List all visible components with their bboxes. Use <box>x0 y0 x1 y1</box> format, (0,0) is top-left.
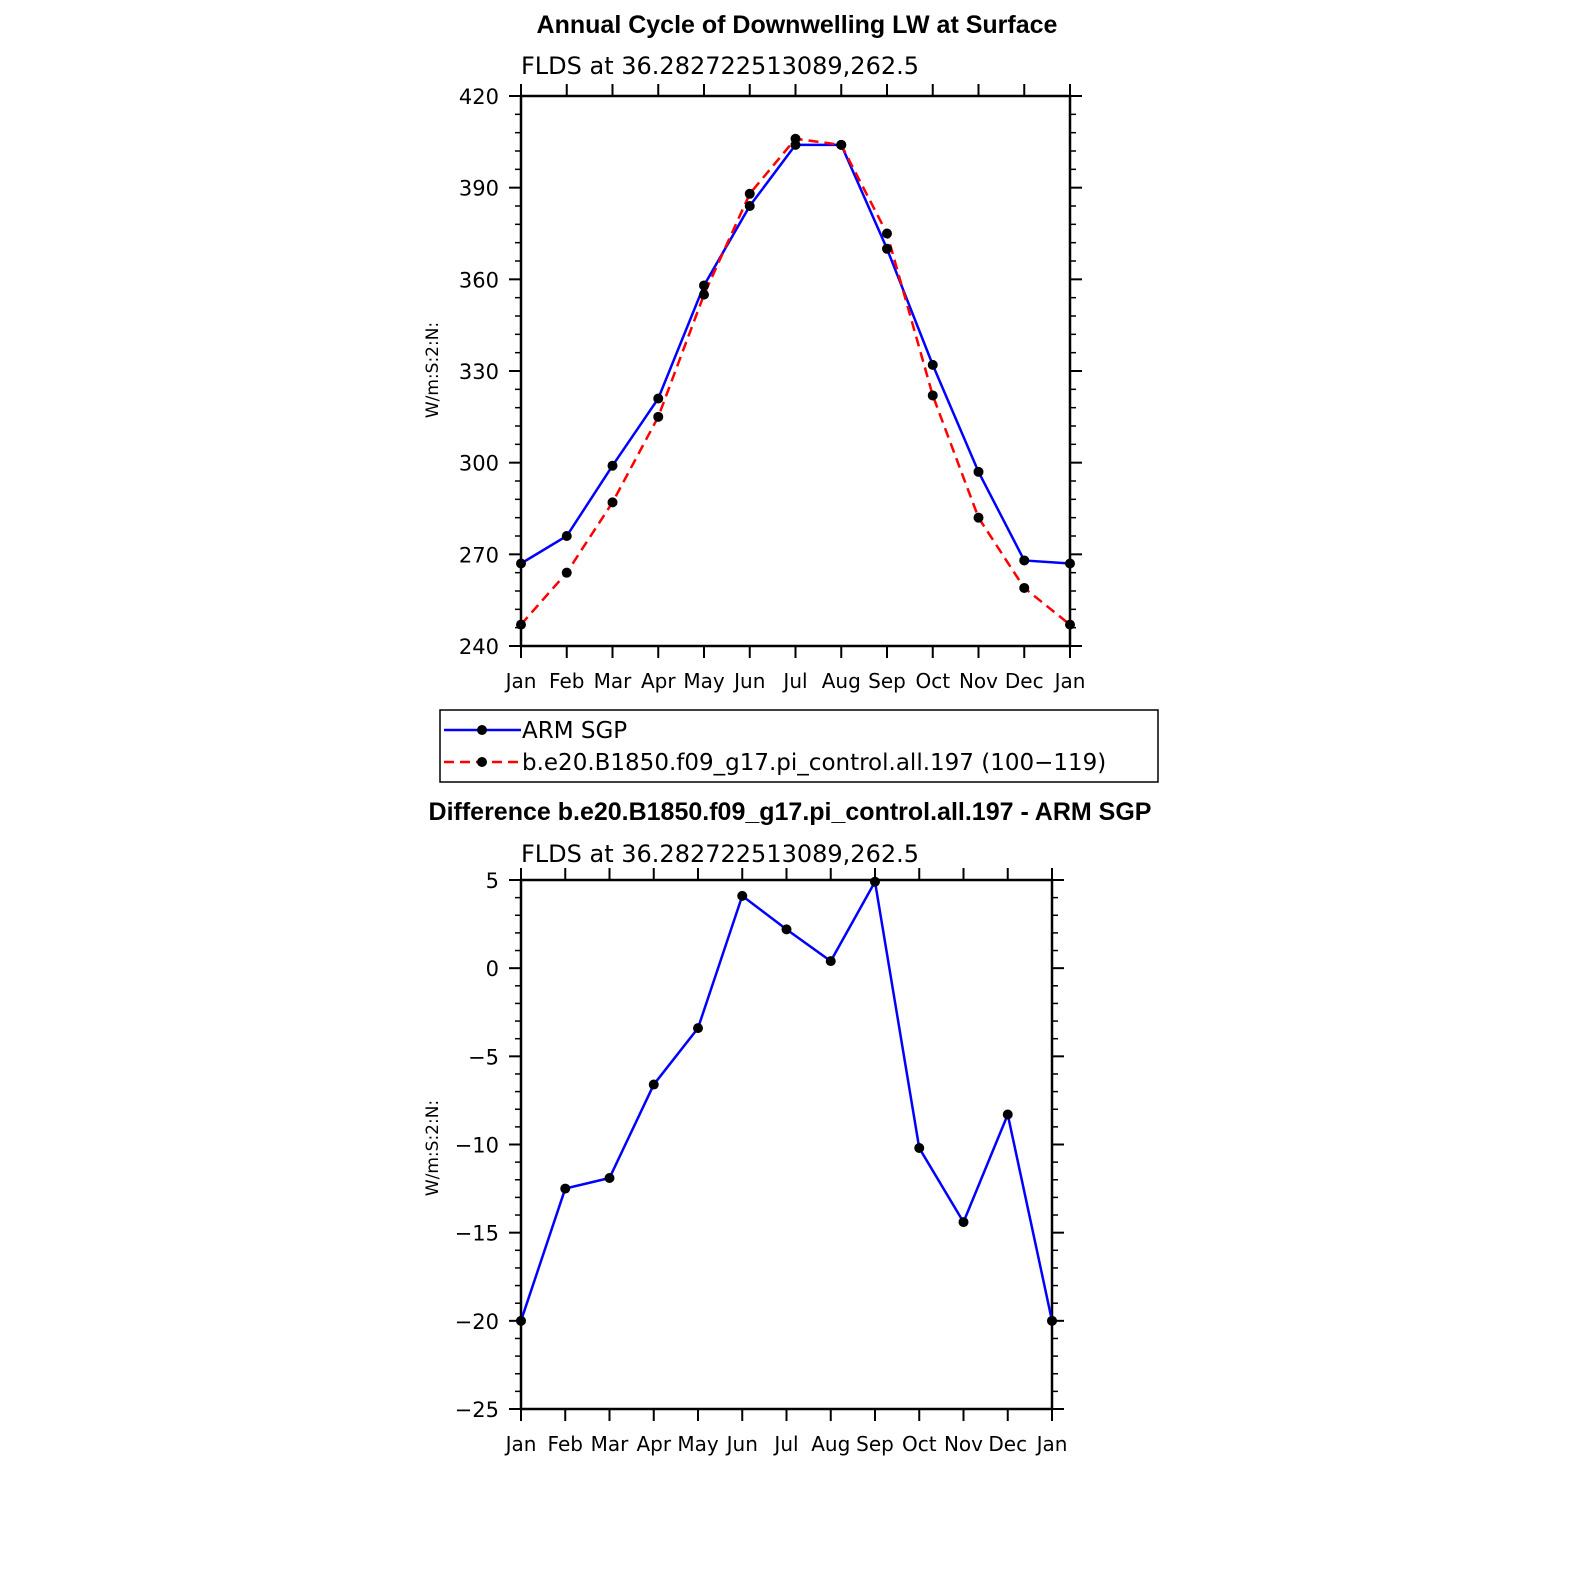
x-tick-label: Oct <box>902 1432 937 1456</box>
y-tick-label: −5 <box>468 1045 499 1069</box>
data-point <box>516 558 526 569</box>
x-tick-label: Oct <box>915 669 950 693</box>
data-point <box>561 531 572 541</box>
x-tick-label: Aug <box>822 669 861 693</box>
plot-frame <box>519 878 1054 1411</box>
legend-marker-model <box>477 757 487 767</box>
x-tick-label: Aug <box>811 1432 850 1456</box>
data-point <box>882 243 892 254</box>
y-tick-label: 240 <box>459 635 499 659</box>
x-tick-label: Jan <box>504 669 537 693</box>
x-tick-label: May <box>683 669 725 693</box>
data-point <box>560 1183 571 1194</box>
data-point <box>1019 555 1030 566</box>
data-point <box>516 1315 526 1326</box>
data-point <box>790 133 801 144</box>
data-point <box>927 359 938 370</box>
legend: ARM SGP b.e20.B1850.f09_g17.pi_control.a… <box>439 709 1159 783</box>
y-axis-label: W/m:S:2:N: <box>423 1100 443 1196</box>
x-tick-label: Mar <box>591 1432 630 1456</box>
data-point <box>516 619 526 630</box>
x-tick-label: Nov <box>959 669 998 693</box>
data-point <box>607 497 618 508</box>
y-tick-label: 5 <box>486 869 499 893</box>
x-tick-label: Apr <box>641 669 676 693</box>
y-tick-label: 360 <box>459 268 499 292</box>
series-line-0 <box>519 878 1054 1322</box>
chart-subtitle: FLDS at 36.282722513089,262.5 <box>521 840 919 868</box>
chart-title: Difference b.e20.B1850.f09_g17.pi_contro… <box>429 798 1152 826</box>
x-tick-label: Nov <box>944 1432 983 1456</box>
plot-frame <box>519 94 1072 648</box>
y-tick-label: −10 <box>455 1134 499 1158</box>
data-point <box>1065 558 1075 569</box>
x-tick-label: May <box>677 1432 719 1456</box>
x-tick-label: Sep <box>868 669 906 693</box>
series-line-0 <box>520 143 1071 565</box>
y-tick-label: 330 <box>459 360 499 384</box>
chart-title: Annual Cycle of Downwelling LW at Surfac… <box>537 11 1058 39</box>
y-tick-label: 300 <box>459 452 499 476</box>
series-line-1 <box>520 137 1071 626</box>
data-point <box>927 390 938 401</box>
data-point <box>825 956 836 967</box>
data-point <box>653 393 664 404</box>
data-point <box>561 567 572 578</box>
data-point <box>607 460 618 471</box>
chart-subtitle: FLDS at 36.282722513089,262.5 <box>521 52 919 80</box>
x-tick-label: Dec <box>988 1432 1027 1456</box>
data-point <box>1047 1315 1057 1326</box>
x-tick-label: Feb <box>548 1432 583 1456</box>
data-point <box>973 512 984 523</box>
y-tick-label: −25 <box>455 1398 499 1422</box>
data-point <box>870 876 880 887</box>
x-tick-label: Jul <box>772 1432 798 1456</box>
data-point <box>973 466 984 477</box>
data-point <box>699 280 709 291</box>
x-tick-label: Jun <box>732 669 765 693</box>
x-tick-label: Feb <box>549 669 584 693</box>
x-tick-label: Jul <box>781 669 807 693</box>
annual-cycle-panel: Annual Cycle of Downwelling LW at Surfac… <box>423 11 1085 693</box>
data-point <box>693 1023 703 1034</box>
legend-label-arm-sgp: ARM SGP <box>522 718 627 744</box>
data-point <box>914 1143 925 1154</box>
legend-label-model: b.e20.B1850.f09_g17.pi_control.all.197 (… <box>522 750 1106 776</box>
y-tick-label: −15 <box>455 1222 499 1246</box>
x-tick-label: Dec <box>1005 669 1044 693</box>
x-tick-label: Apr <box>636 1432 671 1456</box>
data-point <box>604 1173 615 1184</box>
y-tick-label: 420 <box>459 85 499 109</box>
data-point <box>699 289 709 300</box>
x-tick-label: Mar <box>594 669 633 693</box>
data-point <box>1002 1109 1013 1120</box>
y-tick-label: −20 <box>455 1310 499 1334</box>
x-tick-label: Jan <box>504 1432 537 1456</box>
data-point <box>744 188 755 199</box>
legend-box <box>439 709 1159 783</box>
data-point <box>882 228 892 239</box>
y-axis-label: W/m:S:2:N: <box>423 322 443 418</box>
data-point <box>648 1079 659 1090</box>
data-point <box>1065 619 1075 630</box>
difference-panel: Difference b.e20.B1850.f09_g17.pi_contro… <box>423 798 1151 1456</box>
x-tick-label: Jan <box>1053 669 1086 693</box>
data-point <box>653 411 664 422</box>
data-point <box>836 139 847 150</box>
x-tick-label: Sep <box>856 1432 894 1456</box>
x-tick-label: Jun <box>725 1432 758 1456</box>
legend-marker-arm-sgp <box>477 725 487 735</box>
x-tick-label: Jan <box>1035 1432 1068 1456</box>
y-tick-label: 0 <box>486 957 499 981</box>
data-point <box>1019 582 1030 593</box>
data-point <box>744 201 755 211</box>
data-point <box>958 1217 969 1228</box>
y-tick-label: 390 <box>459 177 499 201</box>
y-tick-label: 270 <box>459 543 499 567</box>
data-point <box>781 924 792 935</box>
data-point <box>737 890 748 901</box>
